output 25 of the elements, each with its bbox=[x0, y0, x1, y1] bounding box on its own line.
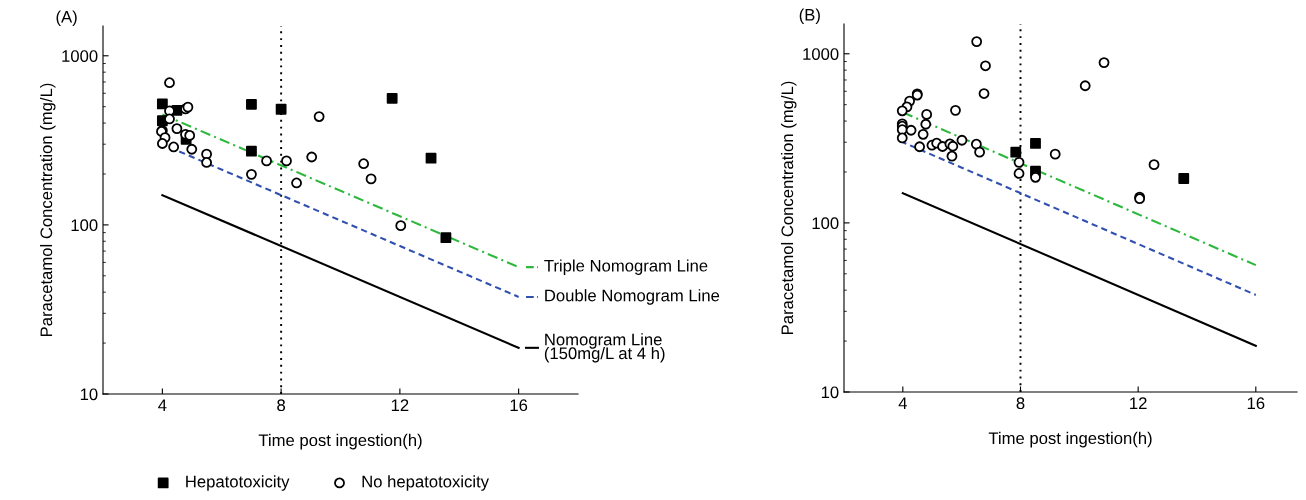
x-tick-label: 16 bbox=[1247, 397, 1265, 410]
x-tick-label: 12 bbox=[391, 399, 409, 411]
legend-label: Hepatotoxicity bbox=[186, 475, 290, 491]
x-tick-label: 8 bbox=[277, 399, 286, 412]
y-tick-label: 10 bbox=[821, 386, 839, 399]
legend-label: No hepatotoxicity bbox=[362, 475, 489, 491]
legend-label: Double Nomogram Line bbox=[545, 289, 720, 305]
x-axis-title: Time post ingestion(h) bbox=[258, 433, 422, 450]
x-tick-label: 4 bbox=[158, 399, 167, 411]
x-axis-title: Time post ingestion(h) bbox=[988, 431, 1152, 448]
legend-label: Nomogram Line (150mg/L at 4 h) bbox=[544, 333, 665, 363]
x-tick-label: 4 bbox=[898, 397, 907, 409]
y-tick-label: 1000 bbox=[62, 50, 98, 62]
y-axis-title: Paracetamol Concentration (mg/L) bbox=[780, 81, 797, 334]
y-tick-label: 100 bbox=[812, 217, 839, 230]
legend-label: Triple Nomogram Line bbox=[544, 259, 708, 275]
y-axis-title: Paracetamol Concentration (mg/L) bbox=[39, 83, 56, 336]
x-tick-label: 8 bbox=[1016, 397, 1025, 410]
y-tick-label: 100 bbox=[71, 219, 98, 232]
y-tick-label: 10 bbox=[80, 388, 98, 401]
chart-title: (A) bbox=[56, 10, 77, 26]
x-tick-label: 12 bbox=[1130, 397, 1147, 409]
y-tick-label: 1000 bbox=[803, 48, 839, 60]
x-tick-label: 16 bbox=[510, 399, 528, 412]
chart-title: (B) bbox=[799, 8, 820, 24]
